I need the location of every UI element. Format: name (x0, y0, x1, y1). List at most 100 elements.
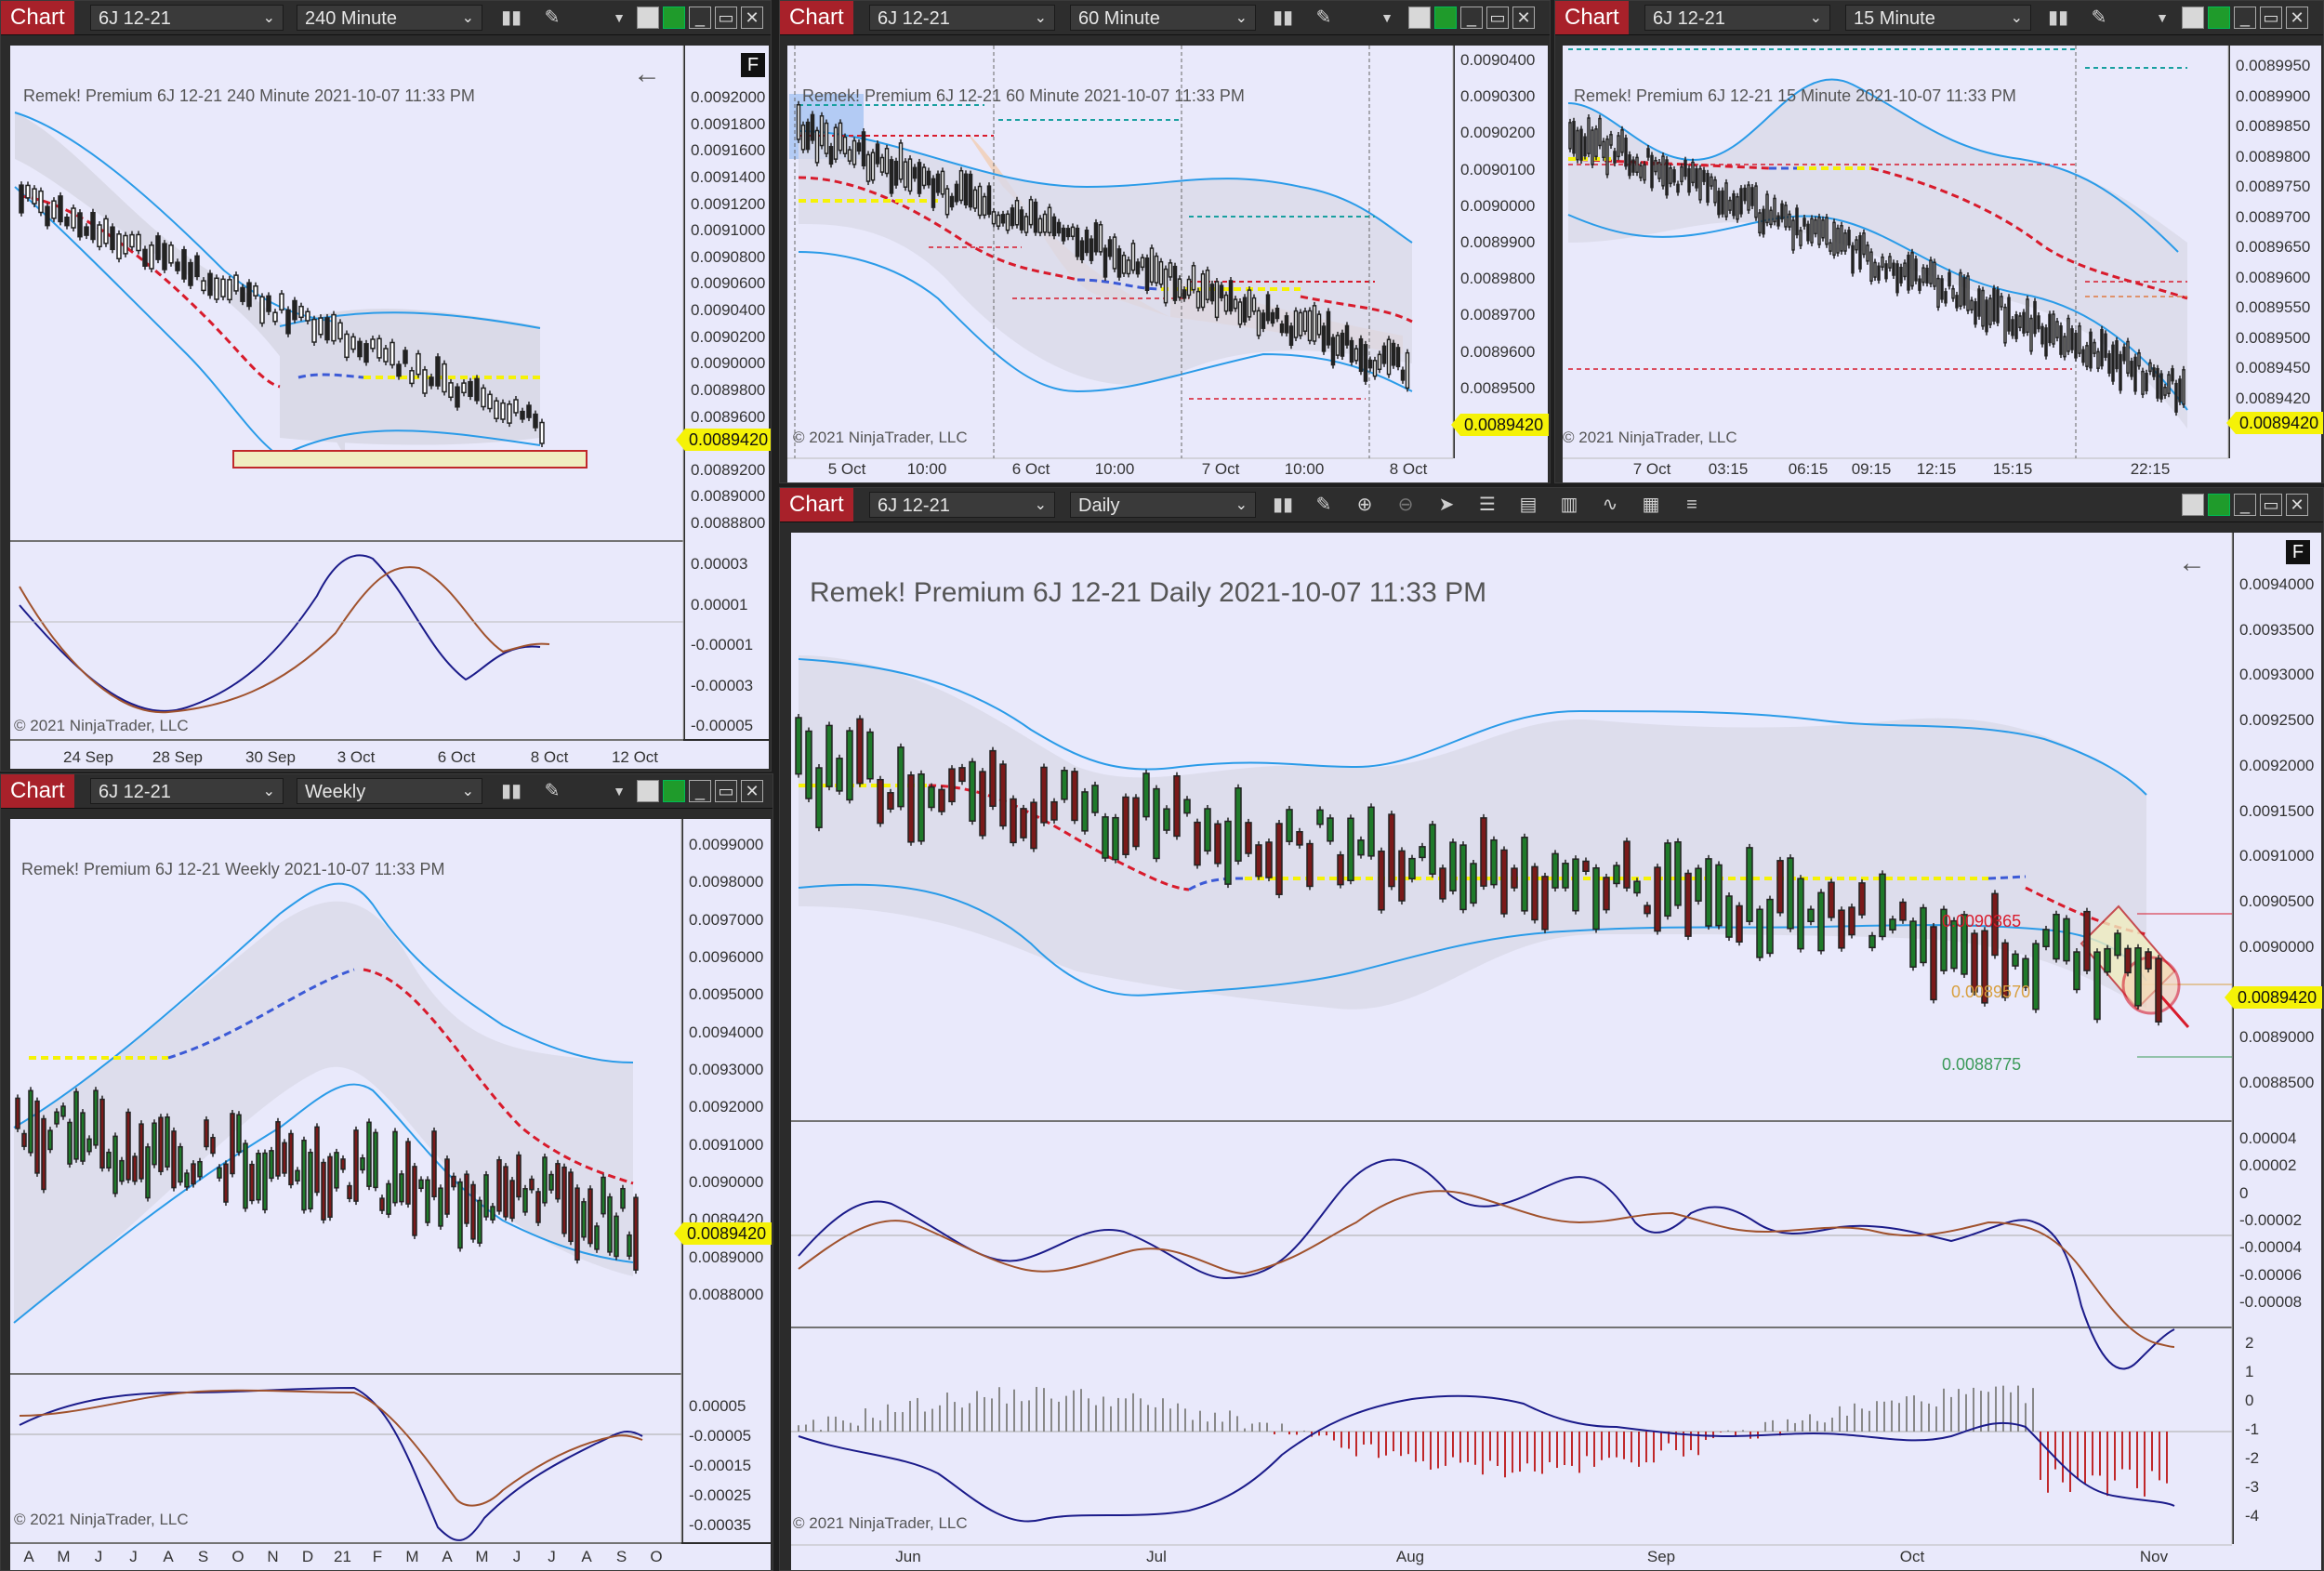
candle-body (1075, 227, 1080, 257)
candle-body (353, 1129, 359, 1202)
minimize-icon[interactable]: _ (689, 780, 711, 802)
minimize-icon[interactable]: _ (2234, 7, 2256, 29)
pencil-icon[interactable]: ✎ (544, 781, 561, 801)
time-axis-15[interactable] (1563, 458, 2321, 482)
oscillator-panel-240[interactable] (10, 542, 683, 739)
candle-body (1228, 280, 1234, 312)
strategy-icon[interactable]: ∿ (1602, 495, 1618, 515)
candle-body (116, 233, 122, 259)
interval-selector[interactable]: 240 Minute ⌄ (297, 5, 482, 31)
candle-body (474, 377, 480, 402)
instrument-selector[interactable]: 6J 12-21 ⌄ (90, 5, 284, 31)
interval-selector[interactable]: Weekly ⌄ (297, 778, 482, 804)
close-icon[interactable]: ✕ (2286, 7, 2308, 29)
bars-icon[interactable]: ▮▮ (1272, 495, 1293, 515)
link-button[interactable] (2182, 494, 2204, 516)
close-icon[interactable]: ✕ (1512, 7, 1535, 29)
chevron-down-icon[interactable]: ▼ (613, 10, 626, 25)
candle-body (77, 212, 83, 238)
candle-body (47, 1129, 53, 1151)
maximize-icon[interactable]: ▭ (715, 780, 737, 802)
maximize-icon[interactable]: ▭ (2260, 494, 2282, 516)
candle-body (1372, 360, 1378, 377)
price-axis-60[interactable] (1455, 46, 1548, 458)
candle-body (1914, 258, 1918, 282)
chart-menu-button[interactable]: Chart (780, 488, 853, 521)
maximize-icon[interactable]: ▭ (2260, 7, 2282, 29)
instrument-selector[interactable]: 6J 12-21 ⌄ (869, 5, 1055, 31)
chart-menu-button[interactable]: Chart (1, 1, 74, 34)
candle-body (1858, 882, 1866, 916)
back-arrow-icon[interactable]: ← (633, 59, 661, 89)
zoom-out-icon[interactable]: ⊖ (1397, 495, 1414, 515)
bars-icon[interactable]: ▮▮ (500, 781, 522, 801)
candle-body (555, 1163, 561, 1200)
link-button[interactable] (1408, 7, 1431, 29)
minimize-icon[interactable]: _ (2234, 494, 2256, 516)
macd-panel-daily[interactable] (791, 1122, 2232, 1327)
candle-body (810, 113, 815, 141)
price-axis-240[interactable] (685, 46, 769, 739)
candle-body (2044, 327, 2048, 357)
price-tick-label: 0.0089000 (689, 1248, 764, 1266)
back-arrow-icon[interactable]: ← (2178, 548, 2206, 578)
time-axis-240[interactable] (10, 741, 769, 769)
properties-icon[interactable]: ☰ (1479, 495, 1496, 515)
link-button[interactable] (637, 780, 659, 802)
minimize-icon[interactable]: _ (689, 7, 711, 29)
bars-icon[interactable]: ▮▮ (2047, 7, 2068, 28)
chevron-down-icon[interactable]: ▼ (613, 784, 626, 799)
price-axis-weekly[interactable] (683, 819, 771, 1542)
template-icon[interactable]: ▤ (1519, 495, 1538, 515)
close-icon[interactable]: ✕ (2286, 494, 2308, 516)
pencil-icon[interactable]: ✎ (1315, 495, 1332, 515)
candle-body (204, 1119, 209, 1148)
price-axis-daily[interactable] (2234, 533, 2321, 1544)
candle-body (2111, 344, 2115, 382)
maximize-icon[interactable]: ▭ (715, 7, 737, 29)
instrument-selector[interactable]: 6J 12-21 ⌄ (869, 492, 1055, 518)
interval-selector[interactable]: Daily ⌄ (1070, 492, 1256, 518)
time-axis-weekly[interactable] (10, 1544, 771, 1570)
time-axis-daily[interactable] (791, 1544, 2321, 1570)
candle-body (889, 159, 894, 194)
price-tick-label: 0.0091800 (691, 114, 766, 133)
candle-body (861, 131, 866, 166)
interval-selector[interactable]: 60 Minute ⌄ (1070, 5, 1256, 31)
link-button[interactable] (637, 7, 659, 29)
close-icon[interactable]: ✕ (741, 7, 763, 29)
pencil-icon[interactable]: ✎ (2091, 7, 2107, 28)
bars-icon[interactable]: ▮▮ (500, 7, 522, 28)
candle-body (438, 1187, 443, 1227)
pointer-icon[interactable]: ➤ (1438, 495, 1455, 515)
chart-menu-button[interactable]: Chart (1555, 1, 1629, 34)
f-button[interactable]: F (2286, 540, 2310, 564)
minimize-icon[interactable]: _ (1460, 7, 1483, 29)
price-tick-label: -0.00025 (689, 1486, 752, 1504)
chart-menu-button[interactable]: Chart (1, 774, 74, 808)
instrument-selector[interactable]: 6J 12-21 ⌄ (90, 778, 284, 804)
instrument-value: 6J 12-21 (1653, 8, 1725, 29)
candle-body (1680, 165, 1684, 183)
instrument-selector[interactable]: 6J 12-21 ⌄ (1644, 5, 1830, 31)
zoom-in-icon[interactable]: ⊕ (1356, 495, 1373, 515)
pencil-icon[interactable]: ✎ (1315, 7, 1332, 28)
maximize-icon[interactable]: ▭ (1486, 7, 1509, 29)
bars-icon[interactable]: ▮▮ (1272, 7, 1293, 28)
close-icon[interactable]: ✕ (741, 780, 763, 802)
chevron-down-icon[interactable]: ▼ (1380, 10, 1393, 25)
candle-body (825, 724, 833, 787)
indicators-icon[interactable]: ▥ (1560, 495, 1578, 515)
interval-selector[interactable]: 15 Minute ⌄ (1845, 5, 2031, 31)
list-icon[interactable]: ≡ (1686, 495, 1697, 515)
pencil-icon[interactable]: ✎ (544, 7, 561, 28)
candle-body (1836, 227, 1840, 254)
candle-body (1084, 229, 1089, 254)
price-axis-15[interactable] (2230, 46, 2321, 458)
time-axis-60[interactable] (787, 458, 1548, 482)
link-button[interactable] (2182, 7, 2204, 29)
chart-menu-button[interactable]: Chart (780, 1, 853, 34)
chevron-down-icon[interactable]: ▼ (2156, 10, 2169, 25)
calculator-icon[interactable]: ▦ (1642, 495, 1660, 515)
f-button[interactable]: F (741, 53, 765, 77)
